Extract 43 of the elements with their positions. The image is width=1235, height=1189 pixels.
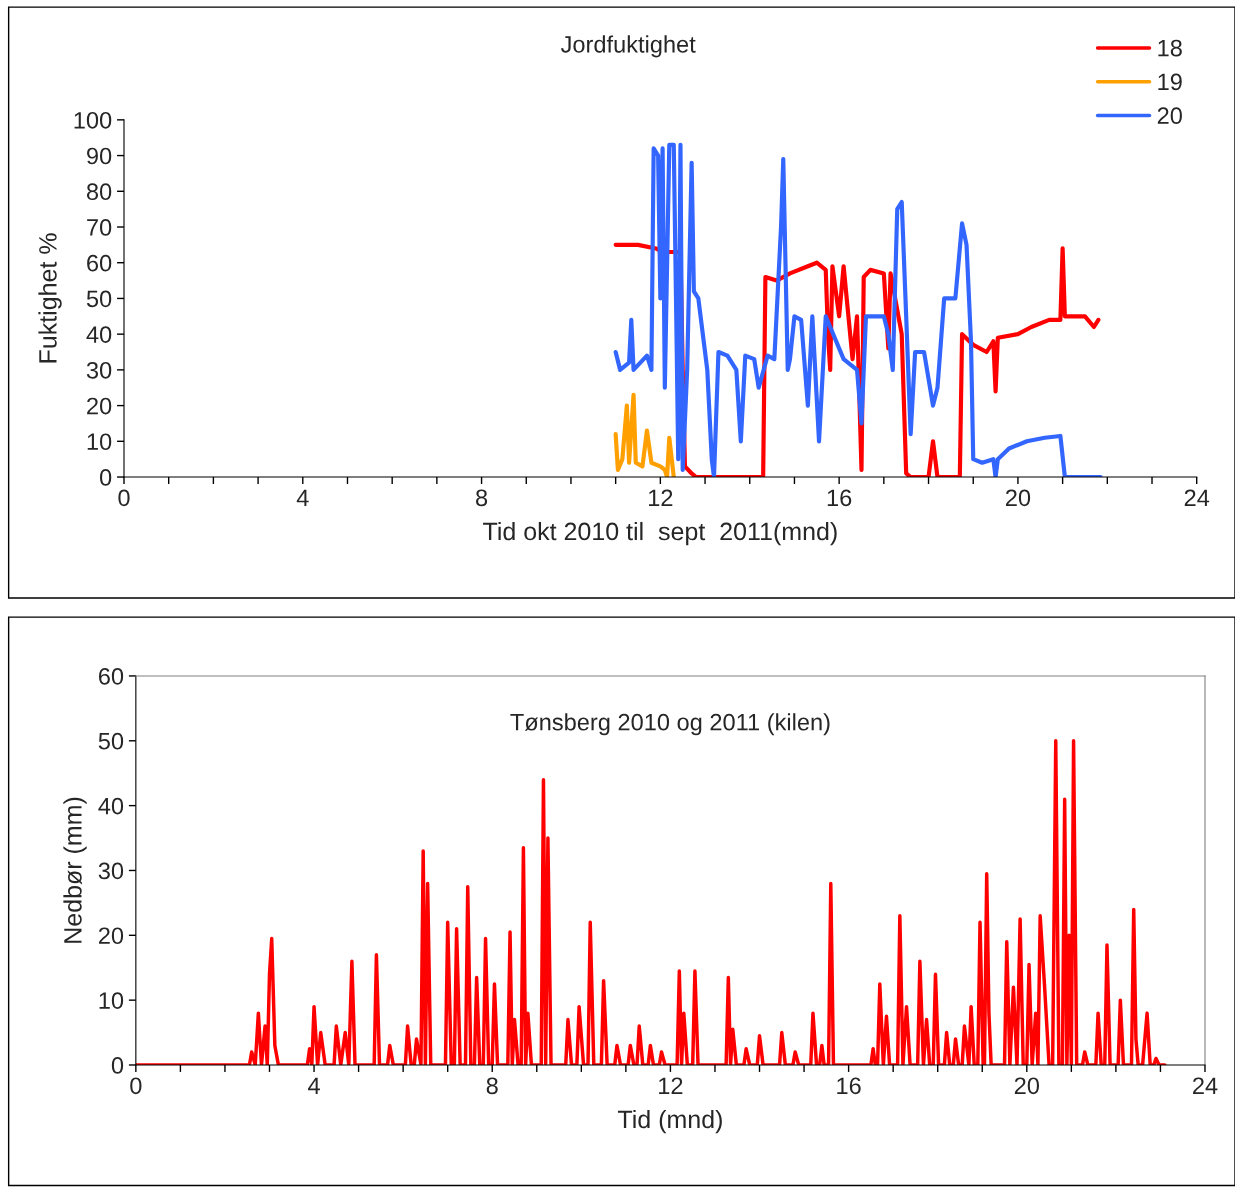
y-tick-label: 50 <box>98 732 124 750</box>
x-tick-label: 24 <box>1193 1077 1218 1094</box>
x-tick-label: 8 <box>476 489 488 507</box>
y-tick-label: 30 <box>98 862 124 880</box>
legend-label: 18 <box>1158 39 1182 57</box>
x-tick-label: 20 <box>1005 489 1031 507</box>
y-tick-label: 100 <box>74 111 112 129</box>
chart-title: Jordfuktighet <box>560 35 696 58</box>
text: Tønsberg 2010 og 2011 (kilen) <box>510 713 830 736</box>
y-axis-title: Nedbør (mm) <box>63 797 87 943</box>
x-tick-label: 20 <box>1014 1077 1040 1095</box>
x-axis-title: Tid okt 2010 til sept 2011(mnd) <box>483 521 837 546</box>
x-tick-label: 12 <box>659 1077 683 1094</box>
x-tick-label: 0 <box>130 1077 142 1095</box>
y-tick-label: 40 <box>86 326 112 343</box>
y-tick-label: 20 <box>98 927 124 945</box>
line-series <box>613 142 1103 478</box>
y-tick-label: 80 <box>86 183 112 201</box>
x-tick-label: 24 <box>1184 489 1210 506</box>
y-tick-label: 20 <box>87 397 112 415</box>
x-axis-title: Tid (mnd) <box>617 1109 722 1134</box>
x-tick-label: 16 <box>837 1077 861 1095</box>
y-tick-label: 50 <box>86 290 112 308</box>
y-axis-title: Fuktighet % <box>38 233 62 363</box>
y-tick-label: 60 <box>87 254 112 272</box>
x-tick-label: 16 <box>827 489 852 507</box>
y-tick-label: 70 <box>87 219 112 236</box>
y-tick-label: 0 <box>111 1057 124 1074</box>
y-tick-label: 90 <box>87 147 112 165</box>
y-tick-label: 60 <box>98 668 124 685</box>
line-series <box>135 739 1167 1065</box>
x-tick-label: 8 <box>486 1077 498 1095</box>
legend-label: 20 <box>1157 107 1182 125</box>
y-tick-label: 10 <box>87 433 112 451</box>
y-tick-label: 10 <box>99 992 124 1009</box>
legend-label: 19 <box>1158 73 1182 91</box>
line-series <box>613 392 676 478</box>
y-tick-label: 40 <box>98 797 124 815</box>
y-tick-label: 0 <box>99 469 112 486</box>
x-tick-label: 4 <box>296 489 309 506</box>
y-tick-label: 30 <box>86 361 112 379</box>
x-tick-label: 4 <box>308 1077 320 1094</box>
x-tick-label: 12 <box>649 489 673 506</box>
